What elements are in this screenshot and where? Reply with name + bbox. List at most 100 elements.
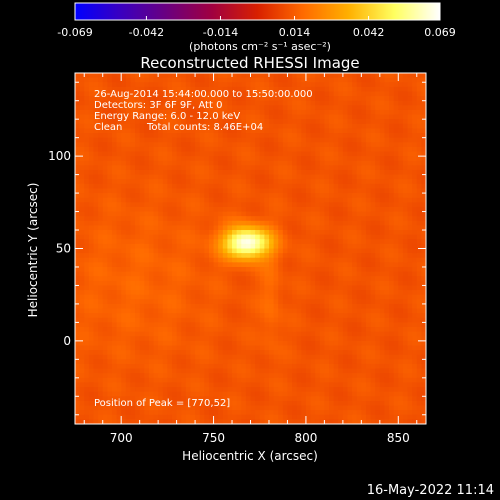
heatmap-cell bbox=[139, 156, 145, 162]
heatmap-cell bbox=[402, 345, 409, 351]
heatmap-cell bbox=[102, 248, 108, 254]
heatmap-cell bbox=[375, 345, 381, 351]
heatmap-cell bbox=[273, 188, 279, 194]
heatmap-cell bbox=[402, 77, 409, 83]
heatmap-cell bbox=[84, 96, 90, 102]
heatmap-cell bbox=[255, 133, 261, 139]
heatmap-cell bbox=[324, 146, 330, 153]
heatmap-cell bbox=[144, 100, 150, 106]
heatmap-cell bbox=[88, 123, 95, 130]
heatmap-cell bbox=[407, 105, 413, 111]
heatmap-cell bbox=[402, 100, 409, 106]
heatmap-cell bbox=[324, 257, 330, 263]
heatmap-cell bbox=[393, 280, 399, 287]
heatmap-cell bbox=[195, 359, 201, 365]
heatmap-cell bbox=[407, 123, 413, 130]
heatmap-cell bbox=[389, 174, 395, 180]
heatmap-cell bbox=[315, 73, 321, 79]
heatmap-cell bbox=[402, 354, 409, 360]
heatmap-cell bbox=[93, 216, 99, 222]
heatmap-cell bbox=[107, 373, 113, 379]
heatmap-cell bbox=[107, 169, 113, 176]
heatmap-cell bbox=[292, 285, 298, 291]
heatmap-cell bbox=[98, 197, 104, 203]
heatmap-cell bbox=[218, 317, 224, 323]
heatmap-cell bbox=[167, 317, 173, 323]
heatmap-cell bbox=[310, 299, 316, 305]
heatmap-cell bbox=[370, 331, 376, 337]
heatmap-cell bbox=[241, 317, 247, 323]
heatmap-cell bbox=[259, 327, 265, 333]
heatmap-cell bbox=[301, 151, 307, 157]
heatmap-cell bbox=[356, 317, 362, 323]
heatmap-cell bbox=[144, 82, 150, 88]
heatmap-cell bbox=[421, 340, 426, 347]
heatmap-cell bbox=[227, 350, 233, 356]
heatmap-cell bbox=[116, 327, 122, 333]
heatmap-cell bbox=[398, 197, 404, 203]
heatmap-cell bbox=[287, 105, 293, 111]
heatmap-cell bbox=[333, 290, 339, 296]
heatmap-cell bbox=[338, 179, 344, 185]
heatmap-cell bbox=[375, 165, 381, 171]
heatmap-cell bbox=[319, 160, 325, 166]
heatmap-cell bbox=[333, 225, 339, 231]
heatmap-cell bbox=[393, 193, 399, 199]
heatmap-cell bbox=[111, 234, 118, 240]
heatmap-cell bbox=[232, 197, 238, 203]
heatmap-cell bbox=[93, 294, 99, 300]
heatmap-cell bbox=[167, 193, 173, 199]
heatmap-cell bbox=[236, 183, 242, 190]
heatmap-cell bbox=[218, 197, 224, 203]
heatmap-cell bbox=[268, 336, 275, 342]
heatmap-cell bbox=[79, 86, 85, 93]
heatmap-cell bbox=[273, 253, 279, 259]
heatmap-cell bbox=[370, 206, 376, 213]
heatmap-cell bbox=[375, 197, 381, 203]
heatmap-cell bbox=[384, 100, 390, 106]
heatmap-cell bbox=[393, 96, 399, 102]
heatmap-cell bbox=[347, 354, 353, 360]
heatmap-cell bbox=[88, 82, 95, 88]
heatmap-cell bbox=[250, 266, 256, 273]
heatmap-cell bbox=[370, 248, 376, 254]
heatmap-cell bbox=[264, 363, 270, 370]
heatmap-cell bbox=[241, 262, 247, 268]
heatmap-cell bbox=[185, 285, 192, 291]
heatmap-cell bbox=[88, 285, 95, 291]
heatmap-cell bbox=[268, 340, 275, 347]
heatmap-cell bbox=[171, 174, 178, 180]
heatmap-cell bbox=[190, 77, 196, 83]
heatmap-cell bbox=[130, 183, 136, 190]
heatmap-cell bbox=[176, 271, 182, 277]
heatmap-cell bbox=[398, 146, 404, 153]
heatmap-cell bbox=[356, 133, 362, 139]
heatmap-cell bbox=[356, 368, 362, 374]
heatmap-cell bbox=[227, 354, 233, 360]
heatmap-cell bbox=[139, 114, 145, 120]
heatmap-cell bbox=[278, 137, 284, 143]
heatmap-cell bbox=[402, 146, 409, 153]
heatmap-cell bbox=[121, 156, 127, 162]
heatmap-cell bbox=[222, 285, 229, 291]
heatmap-cell bbox=[98, 137, 104, 143]
heatmap-cell bbox=[333, 188, 339, 194]
heatmap-cell bbox=[384, 169, 390, 176]
heatmap-cell bbox=[338, 165, 344, 171]
heatmap-cell bbox=[222, 142, 229, 148]
heatmap-cell bbox=[111, 156, 118, 162]
heatmap-cell bbox=[208, 239, 215, 245]
heatmap-cell bbox=[347, 142, 353, 148]
heatmap-cell bbox=[416, 308, 422, 314]
heatmap-cell bbox=[222, 294, 229, 300]
heatmap-cell bbox=[398, 142, 404, 148]
heatmap-cell bbox=[412, 331, 418, 337]
heatmap-cell bbox=[282, 225, 289, 231]
heatmap-cell bbox=[319, 331, 325, 337]
heatmap-cell bbox=[347, 308, 353, 314]
heatmap-cell bbox=[176, 230, 182, 236]
heatmap-cell bbox=[264, 327, 270, 333]
heatmap-cell bbox=[402, 276, 409, 282]
heatmap-cell bbox=[98, 109, 104, 116]
heatmap-cell bbox=[153, 363, 159, 370]
